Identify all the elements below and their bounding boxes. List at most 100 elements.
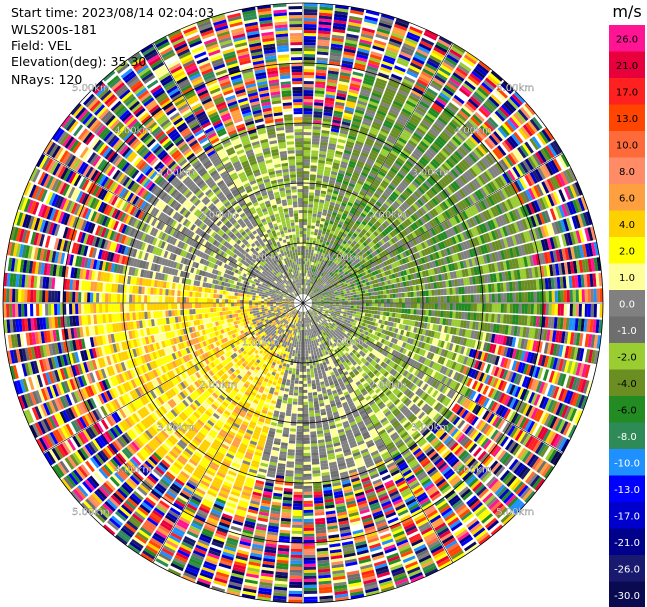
- velocity-gate: [310, 231, 314, 235]
- velocity-gate: [363, 117, 373, 124]
- velocity-gate: [303, 189, 309, 193]
- velocity-gate: [374, 115, 385, 122]
- velocity-gate: [303, 30, 317, 34]
- velocity-gate: [338, 80, 349, 86]
- velocity-gate: [316, 63, 328, 68]
- velocity-gate: [303, 102, 313, 106]
- velocity-gate: [373, 314, 377, 319]
- velocity-gate: [310, 159, 318, 163]
- velocity-gate: [348, 132, 358, 138]
- velocity-gate: [329, 300, 333, 302]
- velocity-gate: [348, 21, 362, 27]
- velocity-gate: [339, 132, 348, 138]
- velocity-gate: [303, 291, 305, 294]
- velocity-gate: [320, 246, 325, 250]
- velocity-gate: [343, 51, 356, 57]
- velocity-gate: [377, 295, 381, 299]
- velocity-gate: [324, 169, 331, 174]
- velocity-gate: [359, 39, 372, 45]
- velocity-gate: [434, 296, 438, 303]
- velocity-gate: [407, 308, 411, 314]
- velocity-gate: [320, 220, 325, 225]
- velocity-gate: [332, 306, 336, 308]
- velocity-gate: [352, 311, 357, 314]
- velocity-gate: [581, 289, 585, 302]
- velocity-gate: [332, 224, 337, 229]
- velocity-gate: [355, 182, 363, 188]
- velocity-gate: [311, 259, 315, 263]
- velocity-gate: [312, 243, 316, 248]
- velocity-gate: [410, 297, 414, 303]
- velocity-gate: [314, 229, 319, 233]
- velocity-gate: [308, 267, 311, 271]
- velocity-gate: [337, 86, 348, 92]
- velocity-gate: [458, 295, 462, 303]
- velocity-gate: [351, 193, 358, 199]
- velocity-gate: [323, 203, 330, 208]
- velocity-gate: [322, 227, 327, 232]
- velocity-gate: [305, 285, 307, 289]
- velocity-gate: [330, 303, 333, 305]
- velocity-gate: [353, 297, 357, 301]
- velocity-gate: [395, 298, 399, 303]
- velocity-gate: [392, 298, 396, 303]
- velocity-gate: [322, 178, 329, 183]
- velocity-gate: [397, 287, 402, 293]
- velocity-gate: [400, 48, 414, 56]
- velocity-gate: [346, 204, 352, 210]
- velocity-gate: [307, 255, 311, 259]
- velocity-gate: [408, 28, 422, 37]
- velocity-gate: [310, 274, 313, 278]
- velocity-gate: [536, 291, 540, 303]
- velocity-gate: [355, 140, 364, 146]
- velocity-gate: [395, 303, 399, 308]
- velocity-gate: [304, 279, 306, 283]
- velocity-gate: [402, 42, 416, 51]
- velocity-gate: [358, 45, 371, 51]
- velocity-gate: [303, 207, 308, 211]
- velocity-gate: [446, 303, 450, 311]
- velocity-gate: [303, 240, 307, 244]
- velocity-gate: [350, 177, 358, 183]
- velocity-gate: [431, 289, 435, 296]
- velocity-gate: [316, 266, 319, 271]
- velocity-gate: [399, 51, 412, 59]
- velocity-gate: [319, 144, 328, 149]
- velocity-gate: [329, 304, 333, 306]
- velocity-gate: [467, 303, 471, 312]
- velocity-gate: [338, 220, 344, 226]
- velocity-gate: [310, 264, 313, 269]
- velocity-gate: [336, 175, 344, 181]
- velocity-gate: [344, 45, 357, 51]
- velocity-gate: [326, 157, 334, 162]
- velocity-gate: [392, 29, 406, 37]
- velocity-gate: [329, 233, 334, 238]
- velocity-gate: [348, 182, 356, 188]
- velocity-gate: [431, 310, 435, 317]
- velocity-gate: [314, 102, 324, 106]
- velocity-gate: [356, 103, 367, 109]
- velocity-gate: [303, 201, 308, 205]
- velocity-gate: [491, 293, 495, 303]
- velocity-gate: [346, 169, 354, 174]
- velocity-gate: [569, 303, 573, 317]
- velocity-gate: [392, 303, 396, 308]
- velocity-gate: [360, 33, 374, 40]
- velocity-gate: [464, 312, 468, 320]
- velocity-gate: [443, 288, 447, 296]
- velocity-gate: [554, 290, 558, 303]
- velocity-gate: [325, 94, 336, 99]
- velocity-gate: [319, 264, 322, 269]
- velocity-gate: [352, 117, 362, 123]
- velocity-gate: [380, 299, 384, 303]
- velocity-gate: [364, 140, 374, 147]
- velocity-gate: [318, 21, 332, 26]
- velocity-gate: [303, 228, 307, 232]
- velocity-gate: [365, 306, 369, 310]
- velocity-gate: [306, 270, 308, 274]
- velocity-gate: [349, 290, 353, 293]
- velocity-gate: [303, 75, 315, 79]
- velocity-gate: [357, 134, 366, 141]
- velocity-gate: [347, 201, 353, 207]
- velocity-gate: [314, 96, 324, 100]
